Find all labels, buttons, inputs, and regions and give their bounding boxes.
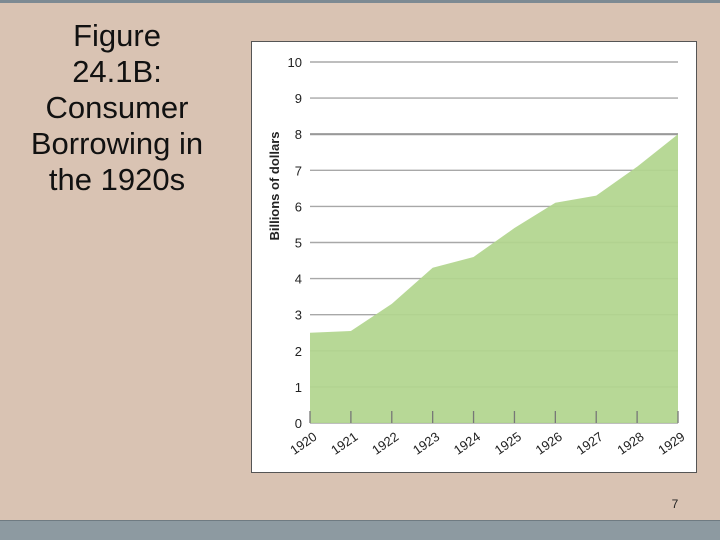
area-series — [309, 134, 679, 423]
x-tick-label: 1925 — [492, 429, 524, 458]
y-axis-label: Billions of dollars — [267, 131, 282, 240]
y-tick-labels: 0 1 2 3 4 5 6 7 8 9 10 — [288, 55, 302, 431]
x-tick-label: 1922 — [369, 429, 401, 458]
y-tick-label: 9 — [295, 91, 302, 106]
y-tick-label: 2 — [295, 344, 302, 359]
y-tick-label: 7 — [295, 163, 302, 178]
y-tick-label: 6 — [295, 199, 302, 214]
x-tick-label: 1926 — [533, 429, 565, 458]
y-tick-label: 0 — [295, 416, 302, 431]
y-tick-label: 8 — [295, 127, 302, 142]
bottom-bar — [0, 520, 720, 540]
y-tick-label: 5 — [295, 236, 302, 251]
x-tick-label: 1920 — [287, 429, 319, 458]
x-tick-label: 1929 — [655, 429, 687, 458]
x-tick-label: 1921 — [328, 429, 360, 458]
x-tick-label: 1924 — [451, 429, 483, 458]
x-tick-labels: 1920 1921 1922 1923 1924 1925 1926 1927 1928 1929 — [287, 429, 687, 458]
x-tick-label: 1928 — [614, 429, 646, 458]
x-tick-label: 1923 — [410, 429, 442, 458]
y-tick-label: 3 — [295, 308, 302, 323]
y-tick-label: 4 — [295, 272, 302, 287]
y-tick-label: 10 — [288, 55, 302, 70]
slide-number: 7 — [671, 497, 679, 511]
slide-title: Figure 24.1B: Consumer Borrowing in the … — [30, 18, 204, 197]
x-tick-label: 1927 — [573, 429, 605, 458]
top-border-line — [0, 0, 720, 3]
y-tick-label: 1 — [295, 380, 302, 395]
area-fill — [310, 134, 678, 423]
chart-panel: 0 1 2 3 4 5 6 7 8 9 10 1920 1921 1922 1923 1924 1925 192… — [251, 41, 697, 473]
